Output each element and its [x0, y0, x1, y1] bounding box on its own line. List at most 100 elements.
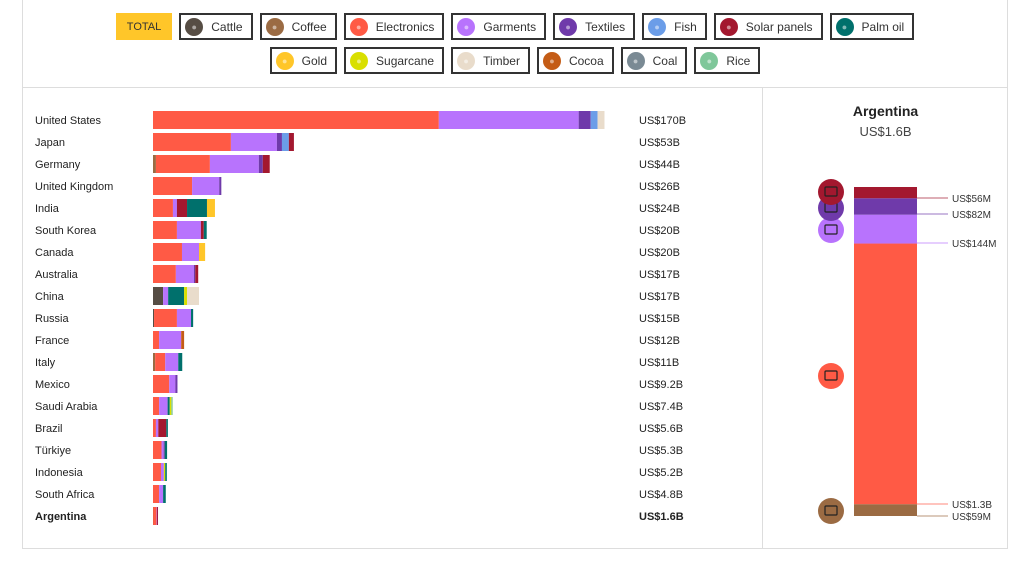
bar-segment-fish[interactable] [590, 111, 598, 129]
bar-segment-palm[interactable] [163, 485, 166, 503]
bar-segment-garments[interactable] [163, 287, 169, 305]
bar-segment-garments[interactable] [438, 111, 579, 129]
bar-segment-textiles[interactable] [175, 375, 178, 393]
bar-segment-garments[interactable] [155, 419, 159, 437]
filter-sugarcane[interactable]: ● Sugarcane [344, 47, 445, 74]
detail-segment-coffee[interactable] [854, 504, 917, 516]
bar-segment-palm[interactable] [178, 353, 183, 371]
country-row[interactable]: Italy US$11B [35, 353, 679, 371]
bar-segment-solar[interactable] [288, 133, 294, 151]
country-row[interactable]: India US$24B [35, 199, 680, 217]
country-row[interactable]: South Korea US$20B [35, 221, 680, 239]
bar-segment-solar[interactable] [200, 221, 204, 239]
filter-textiles[interactable]: ● Textiles [553, 13, 636, 40]
filter-cattle[interactable]: ● Cattle [179, 13, 253, 40]
country-row[interactable]: Saudi Arabia US$7.4B [35, 397, 683, 415]
bar-segment-timber[interactable] [187, 287, 199, 305]
country-row[interactable]: Australia US$17B [35, 265, 680, 283]
bar-segment-electronics[interactable] [153, 177, 193, 195]
bar-segment-garments[interactable] [176, 221, 201, 239]
bar-segment-cattle[interactable] [153, 287, 164, 305]
bar-segment-solar[interactable] [157, 507, 159, 525]
filter-cocoa[interactable]: ● Cocoa [536, 47, 614, 74]
bar-segment-coffee[interactable] [153, 353, 156, 371]
country-row[interactable]: Mexico US$9.2B [35, 375, 683, 393]
bar-segment-garments[interactable] [160, 463, 164, 481]
bar-segment-solar[interactable] [195, 265, 199, 283]
bar-segment-electronics[interactable] [153, 265, 176, 283]
bar-segment-timber[interactable] [597, 111, 605, 129]
country-row[interactable]: France US$12B [35, 331, 680, 349]
bar-segment-electronics[interactable] [153, 463, 161, 481]
bar-segment-electronics[interactable] [153, 331, 160, 349]
country-row[interactable]: Argentina US$1.6B [35, 507, 684, 525]
bar-segment-electronics[interactable] [155, 155, 210, 173]
bar-segment-garments[interactable] [165, 353, 179, 371]
bar-segment-garments[interactable] [159, 485, 164, 503]
bar-segment-sugarcane[interactable] [163, 463, 166, 481]
bar-segment-electronics[interactable] [153, 397, 160, 415]
bar-segment-garments[interactable] [159, 397, 168, 415]
bar-segment-electronics[interactable] [153, 485, 160, 503]
bar-segment-electronics[interactable] [153, 199, 173, 217]
bar-segment-electronics[interactable] [153, 133, 231, 151]
bar-segment-palm[interactable] [168, 287, 185, 305]
bar-segment-electronics[interactable] [153, 375, 170, 393]
detail-segment-electronics[interactable] [854, 243, 917, 505]
bar-segment-cattle[interactable] [153, 309, 155, 327]
filter-fish[interactable]: ● Fish [642, 13, 707, 40]
bar-segment-textiles[interactable] [193, 265, 196, 283]
bar-segment-sugarcane[interactable] [184, 287, 188, 305]
bar-segment-palm[interactable] [191, 309, 194, 327]
bar-segment-textiles[interactable] [578, 111, 591, 129]
bar-segment-textiles[interactable] [163, 441, 165, 459]
detail-segment-textiles[interactable] [854, 198, 917, 215]
country-row[interactable]: United Kingdom US$26B [35, 177, 680, 195]
bar-segment-electronics[interactable] [153, 243, 182, 261]
bar-segment-electronics[interactable] [153, 111, 439, 129]
bar-segment-garments[interactable] [169, 375, 176, 393]
bar-segment-electronics[interactable] [153, 507, 157, 525]
bar-segment-palm[interactable] [165, 463, 167, 481]
filter-rice[interactable]: ● Rice [694, 47, 761, 74]
filter-garments[interactable]: ● Garments [451, 13, 547, 40]
bar-segment-garments[interactable] [159, 331, 182, 349]
bar-segment-electronics[interactable] [154, 309, 177, 327]
country-row[interactable]: Indonesia US$5.2B [35, 463, 683, 481]
bar-segment-garments[interactable] [230, 133, 277, 151]
bar-segment-textiles[interactable] [276, 133, 282, 151]
bar-segment-garments[interactable] [176, 309, 192, 327]
country-row[interactable]: Canada US$20B [35, 243, 680, 261]
country-row[interactable]: Türkiye US$5.3B [35, 441, 683, 459]
bar-segment-palm[interactable] [203, 221, 207, 239]
filter-timber[interactable]: ● Timber [451, 47, 530, 74]
filter-coffee[interactable]: ● Coffee [259, 13, 337, 40]
bar-segment-garments[interactable] [181, 243, 199, 261]
bar-segment-garments[interactable] [172, 199, 177, 217]
bar-segment-electronics[interactable] [153, 419, 156, 437]
filter-coal[interactable]: ● Coal [620, 47, 688, 74]
bar-segment-garments[interactable] [161, 441, 164, 459]
filter-solar[interactable]: ● Solar panels [713, 13, 823, 40]
bar-segment-solar[interactable] [262, 155, 270, 173]
bar-segment-palm[interactable] [164, 441, 168, 459]
country-row[interactable]: United States US$170B [35, 111, 686, 129]
detail-segment-garments[interactable] [854, 214, 917, 244]
bar-segment-electronics[interactable] [153, 441, 162, 459]
filter-palm[interactable]: ● Palm oil [829, 13, 915, 40]
bar-segment-rice[interactable] [171, 397, 173, 415]
country-row[interactable]: China US$17B [35, 287, 680, 305]
bar-segment-electronics[interactable] [153, 221, 177, 239]
country-row[interactable]: South Africa US$4.8B [35, 485, 683, 503]
country-row[interactable]: Russia US$15B [35, 309, 680, 327]
country-row[interactable]: Japan US$53B [35, 133, 680, 151]
bar-segment-palm[interactable] [166, 419, 168, 437]
bar-segment-garments[interactable] [175, 265, 194, 283]
bar-segment-garments[interactable] [192, 177, 220, 195]
detail-segment-solar[interactable] [854, 187, 917, 199]
bar-segment-garments[interactable] [209, 155, 259, 173]
bar-segment-coffee[interactable] [153, 155, 156, 173]
bar-segment-cocoa[interactable] [181, 331, 185, 349]
bar-segment-solar[interactable] [176, 199, 188, 217]
bar-segment-palm[interactable] [167, 397, 170, 415]
